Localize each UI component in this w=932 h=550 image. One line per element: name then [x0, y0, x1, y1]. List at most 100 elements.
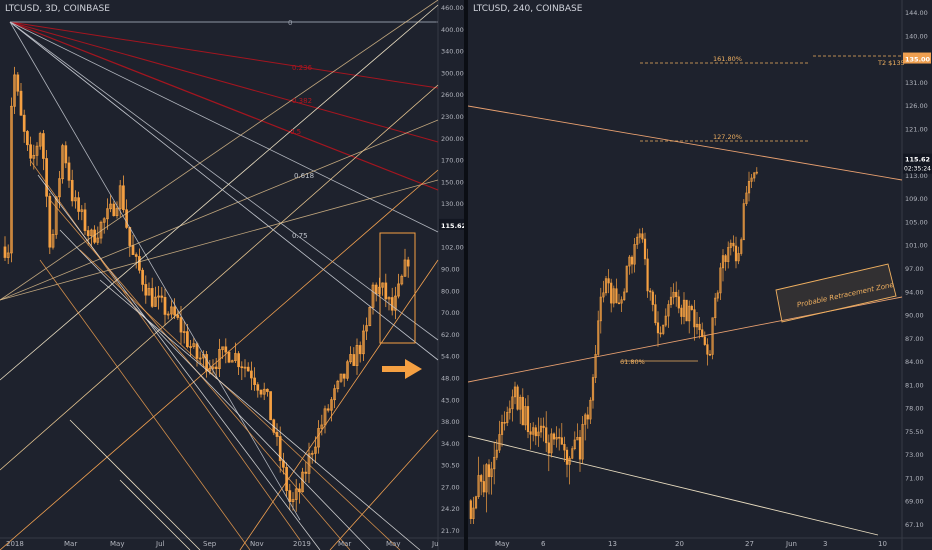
- right-candle-body: [607, 278, 610, 284]
- left-candle-body: [48, 195, 52, 248]
- right-candle-body: [714, 297, 717, 319]
- right-candle-body: [711, 317, 714, 355]
- right-x-tick: 10: [878, 540, 887, 548]
- left-chart-canvas[interactable]: 0 0.236 0.382 0.5 0.618 0.75 460.00 400.00 340.0…: [0, 0, 464, 550]
- left-candle-body: [195, 343, 199, 359]
- left-price-axis[interactable]: [438, 0, 464, 550]
- right-candle-body: [602, 292, 605, 298]
- left-y-tick: 21.70: [441, 527, 460, 535]
- left-candle-body: [77, 197, 80, 212]
- right-candle-body: [547, 442, 550, 454]
- right-candle-body: [701, 329, 704, 338]
- right-candle-body: [651, 291, 654, 305]
- right-candle-body: [513, 386, 517, 398]
- right-candle-body: [498, 434, 501, 451]
- left-candle-body: [294, 488, 298, 500]
- right-candle-body: [477, 475, 480, 497]
- right-candle-body: [589, 399, 592, 420]
- panel-divider[interactable]: [464, 0, 468, 550]
- left-highlight-box[interactable]: [379, 232, 416, 344]
- right-candle-body: [550, 433, 553, 454]
- left-candle-body: [6, 252, 10, 258]
- right-candle-body: [485, 464, 488, 493]
- right-candle-body: [617, 302, 621, 305]
- right-candle-body: [729, 242, 732, 248]
- left-candle-body: [358, 345, 362, 355]
- right-price-label: 115.62: [905, 156, 930, 164]
- right-x-tick: 20: [675, 540, 684, 548]
- right-candle-body: [636, 236, 639, 245]
- left-candle-body: [83, 209, 87, 231]
- left-fan-up-line: [0, 4, 439, 381]
- left-candle-body: [234, 353, 237, 362]
- left-candle-body: [150, 288, 154, 307]
- right-y-tick: 71.00: [905, 474, 924, 482]
- left-y-tick: 24.20: [441, 505, 460, 513]
- left-candle-body: [166, 313, 170, 316]
- right-candle-body: [532, 427, 535, 435]
- right-y-tick: 69.00: [905, 498, 924, 506]
- left-candle-body: [374, 284, 378, 295]
- right-candle-body: [537, 431, 540, 437]
- left-candle-body: [22, 114, 26, 132]
- left-x-tick: Sep: [203, 540, 217, 548]
- left-x-tick: Ju: [431, 540, 439, 548]
- left-candle-body: [269, 391, 272, 421]
- left-candle-body: [147, 288, 151, 296]
- left-candle-body: [109, 203, 112, 210]
- right-candle-body: [568, 457, 571, 465]
- right-y-tick: 131.00: [905, 79, 928, 87]
- left-price-label: 115.62: [441, 222, 464, 230]
- right-x-tick: 6: [541, 540, 546, 548]
- right-y-tick: 94.00: [905, 288, 924, 296]
- left-fib-label: 0.618: [294, 172, 314, 180]
- right-candle-body: [662, 324, 665, 334]
- left-candle-body: [381, 282, 384, 288]
- right-candle-body: [581, 424, 584, 460]
- right-y-tick: 84.00: [905, 358, 924, 366]
- right-candle-body: [495, 449, 498, 458]
- left-x-tick: May: [110, 540, 124, 548]
- left-y-tick: 460.00: [441, 4, 464, 12]
- left-fan-up-line: [0, 0, 439, 301]
- left-fan-up-line: [0, 169, 439, 550]
- left-candle-body: [170, 306, 173, 315]
- right-candle-body: [630, 256, 634, 265]
- left-y-tick: 34.00: [441, 440, 460, 448]
- right-candle-body: [734, 245, 738, 262]
- left-candle-body: [26, 131, 29, 146]
- left-candle-body: [90, 229, 93, 237]
- left-candle-body: [154, 296, 157, 307]
- left-y-tick: 170.00: [441, 157, 464, 165]
- left-candle-body: [214, 366, 218, 369]
- right-candle-body: [511, 396, 514, 410]
- left-candle-body: [224, 346, 228, 353]
- left-candle-body: [362, 330, 365, 355]
- right-retracement-zone[interactable]: [775, 263, 897, 323]
- right-candle-body: [576, 436, 579, 441]
- left-candle-body: [394, 295, 397, 311]
- right-target-tag: 135.00: [905, 56, 931, 64]
- right-chart-panel[interactable]: 161.80% 127.20% 61.80% T2 $135 Probable Retr…: [468, 0, 932, 550]
- left-x-tick: May: [386, 540, 400, 548]
- left-y-tick: 62.00: [441, 331, 460, 339]
- left-candle-body: [160, 295, 164, 298]
- right-candle-body: [610, 282, 613, 304]
- left-chart-panel[interactable]: 0 0.236 0.382 0.5 0.618 0.75 460.00 400.00 340.0…: [0, 0, 464, 550]
- left-candle-body: [38, 133, 42, 147]
- left-fib-fan-line: [9, 21, 439, 341]
- left-x-tick: Jul: [155, 540, 165, 548]
- right-candle-body: [472, 507, 475, 519]
- right-x-tick: 13: [608, 540, 617, 548]
- right-candle-body: [654, 304, 657, 324]
- left-channel-line: [69, 419, 201, 550]
- right-candle-body: [526, 406, 530, 433]
- right-candle-body: [482, 481, 485, 493]
- left-candle-body: [278, 436, 282, 462]
- left-candle-body: [406, 259, 410, 267]
- right-candle-body: [524, 406, 527, 426]
- left-y-tick: 27.00: [441, 483, 460, 491]
- left-y-tick: 260.00: [441, 91, 464, 99]
- left-candle-body: [211, 366, 215, 369]
